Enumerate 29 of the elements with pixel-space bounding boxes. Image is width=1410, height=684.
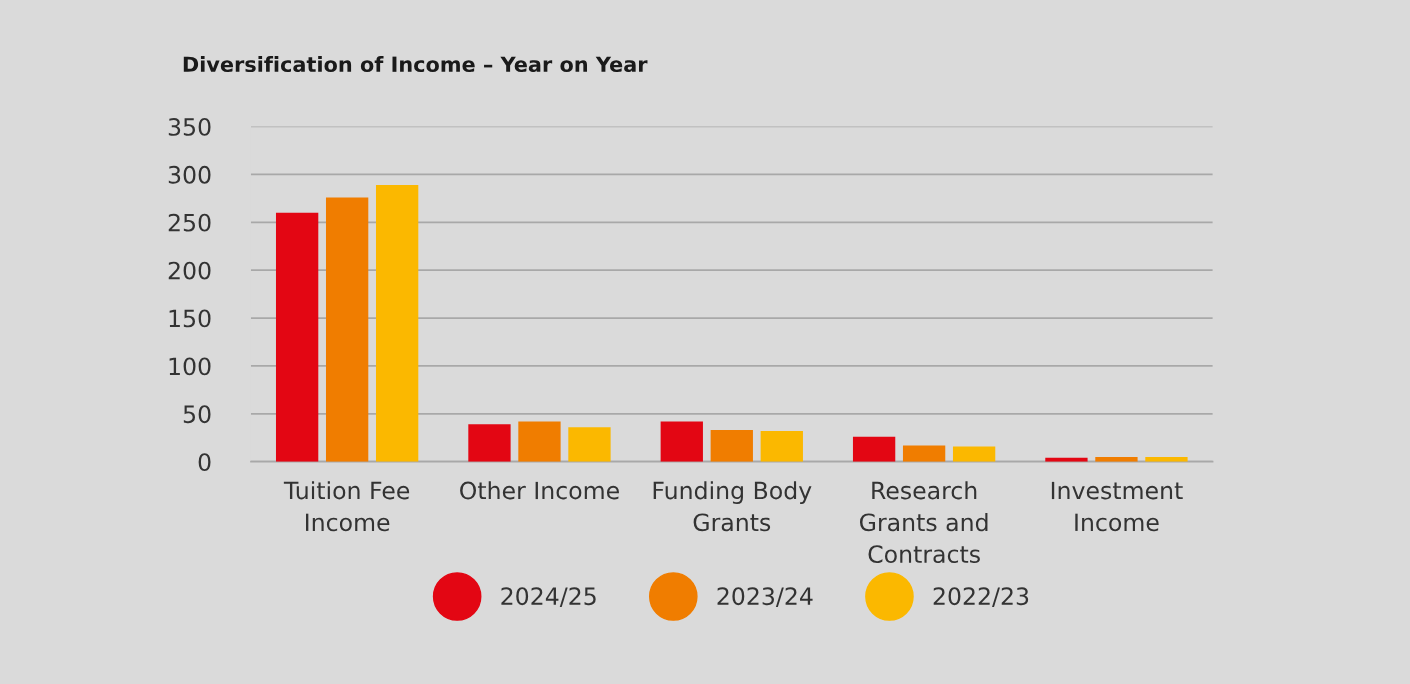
x-tick-label: Funding Body Grants bbox=[653, 481, 812, 532]
bar bbox=[852, 436, 896, 462]
legend-label: 2024/25 bbox=[501, 587, 596, 607]
bar bbox=[468, 424, 511, 462]
y-tick-label: 200 bbox=[168, 261, 211, 280]
bar bbox=[518, 421, 561, 462]
y-tick-label: 100 bbox=[169, 357, 211, 376]
bar bbox=[375, 184, 419, 462]
x-tick-label: Other Income bbox=[460, 481, 619, 500]
y-tick-label: 50 bbox=[183, 405, 211, 424]
x-tick-label: Tuition Fee Income bbox=[283, 481, 410, 532]
bar bbox=[325, 197, 369, 462]
y-tick-label: 250 bbox=[168, 213, 211, 232]
x-tick-label: Investment Income bbox=[1051, 481, 1183, 532]
chart-title: Diversification of Income – Year on Year bbox=[183, 55, 648, 73]
bar bbox=[660, 421, 703, 462]
bar bbox=[902, 445, 946, 462]
bar bbox=[568, 427, 611, 462]
y-tick-label: 300 bbox=[168, 165, 211, 184]
bar bbox=[760, 431, 803, 462]
x-tick-label: Research Grants and Contracts bbox=[859, 481, 988, 564]
y-tick-label: 150 bbox=[169, 309, 211, 328]
legend-label: 2022/23 bbox=[933, 587, 1029, 607]
legend-label: 2023/24 bbox=[717, 587, 813, 607]
bar bbox=[952, 446, 996, 462]
y-tick-label: 350 bbox=[168, 117, 211, 136]
bar bbox=[275, 212, 319, 462]
y-tick-label: 0 bbox=[198, 453, 211, 472]
bar bbox=[710, 430, 753, 462]
